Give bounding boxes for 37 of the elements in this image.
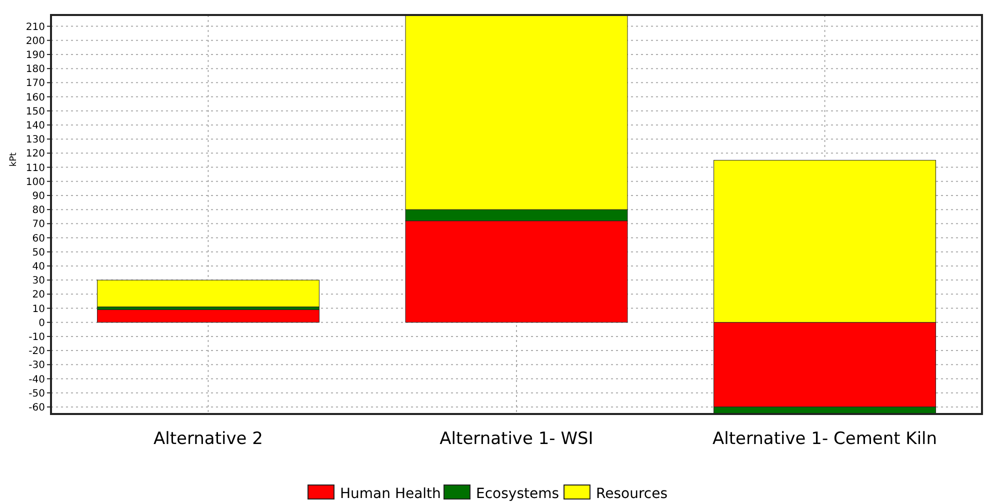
legend-label: Resources (596, 486, 668, 502)
y-tick-label: 160 (26, 92, 45, 104)
y-tick-label: 100 (26, 176, 45, 188)
y-tick-label: -60 (28, 402, 45, 414)
y-tick-label: -10 (28, 332, 45, 343)
y-tick-label: 200 (26, 36, 45, 47)
y-tick-label: 80 (32, 205, 45, 216)
y-tick-label: 180 (26, 64, 45, 76)
legend-label: Ecosystems (476, 486, 560, 502)
y-tick-label: 0 (38, 318, 45, 329)
y-tick-label: -50 (28, 388, 45, 400)
y-tick-label: 90 (32, 190, 45, 202)
y-tick-label: 10 (32, 304, 45, 315)
y-tick-label: 150 (26, 106, 45, 118)
y-tick-label: -30 (28, 360, 45, 372)
y-tick-label: -20 (28, 346, 45, 358)
y-tick-label: 140 (26, 120, 45, 132)
y-tick-label: 30 (32, 276, 45, 287)
y-tick-label: 110 (26, 162, 45, 174)
bar (96, 309, 320, 323)
y-tick-label: 130 (26, 134, 45, 146)
y-tick-label: 50 (32, 247, 45, 258)
y-tick-label: -40 (28, 374, 45, 386)
y-tick-label: 170 (26, 78, 45, 90)
x-tick-label: Alternative 1- Cement Kiln (712, 429, 938, 449)
x-tick-label: Alternative 2 (153, 429, 263, 449)
y-tick-label: 190 (26, 50, 45, 61)
y-axis-title: kPt (9, 152, 19, 167)
y-tick-label: 70 (32, 219, 45, 230)
legend-label: Human Health (340, 486, 441, 502)
y-tick-label: 210 (26, 22, 45, 33)
y-tick-label: 120 (26, 148, 45, 160)
y-tick-label: 60 (32, 233, 45, 244)
bar (96, 280, 320, 308)
y-tick-label: 40 (32, 261, 45, 272)
x-tick-label: Alternative 1- WSI (440, 429, 594, 449)
y-tick-label: 20 (32, 290, 45, 301)
